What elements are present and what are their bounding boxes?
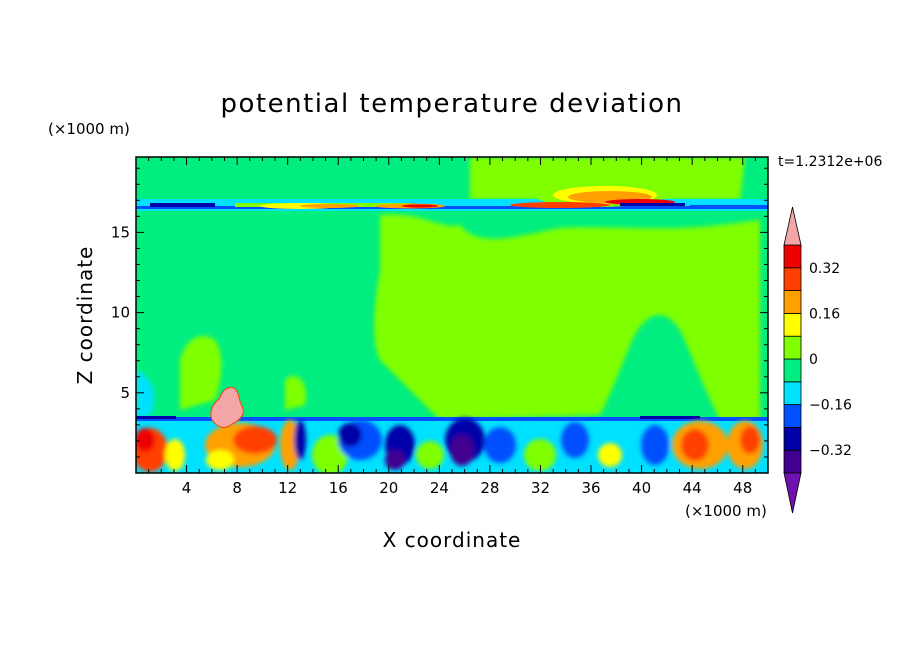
x-tick-label: 36 [581, 479, 600, 497]
time-label: t=1.2312e+06 [778, 154, 882, 170]
colorbar-swatch [783, 290, 802, 314]
y-unit-label: (×1000 m) [48, 120, 130, 138]
x-tick-label: 40 [632, 479, 651, 497]
y-axis-label: Z coordinate [73, 246, 97, 385]
y-tick-label: 10 [111, 304, 130, 322]
colorbar-swatch [783, 244, 802, 269]
colorbar-swatch [783, 358, 802, 383]
x-unit-label: (×1000 m) [685, 502, 767, 520]
colorbar-label: −0.32 [809, 443, 852, 459]
x-tick-label: 4 [182, 479, 192, 497]
x-tick-label: 44 [683, 479, 702, 497]
colorbar: 0.32 0.16 0 −0.16 −0.32 [783, 206, 852, 514]
colorbar-swatch [783, 426, 802, 451]
x-axis: 4 8 12 16 20 24 28 32 36 40 44 48 [135, 157, 769, 497]
colorbar-swatch [783, 267, 802, 291]
colorbar-over-arrow [783, 206, 802, 246]
y-tick-label: 15 [111, 223, 130, 241]
colorbar-swatch [783, 312, 802, 337]
colorbar-label: 0.16 [809, 306, 840, 322]
colorbar-swatch [783, 335, 802, 360]
y-axis: 5 10 15 [111, 167, 768, 474]
x-tick-label: 32 [531, 479, 550, 497]
colorbar-label: 0.32 [809, 261, 840, 277]
colorbar-swatch [783, 404, 802, 428]
colorbar-under-arrow [783, 472, 802, 514]
y-tick-label: 5 [120, 384, 130, 402]
x-tick-label: 12 [278, 479, 297, 497]
x-axis-label: X coordinate [383, 528, 522, 552]
x-tick-label: 16 [329, 479, 348, 497]
x-tick-label: 28 [480, 479, 499, 497]
chart-title: potential temperature deviation [221, 89, 684, 119]
x-tick-label: 8 [232, 479, 242, 497]
contour-field [136, 157, 768, 473]
colorbar-label: −0.16 [809, 398, 852, 414]
colorbar-swatch [783, 449, 802, 474]
x-tick-label: 24 [430, 479, 449, 497]
x-tick-label: 20 [379, 479, 398, 497]
colorbar-swatch [783, 381, 802, 405]
colorbar-label: 0 [809, 352, 818, 368]
x-tick-label: 48 [733, 479, 752, 497]
